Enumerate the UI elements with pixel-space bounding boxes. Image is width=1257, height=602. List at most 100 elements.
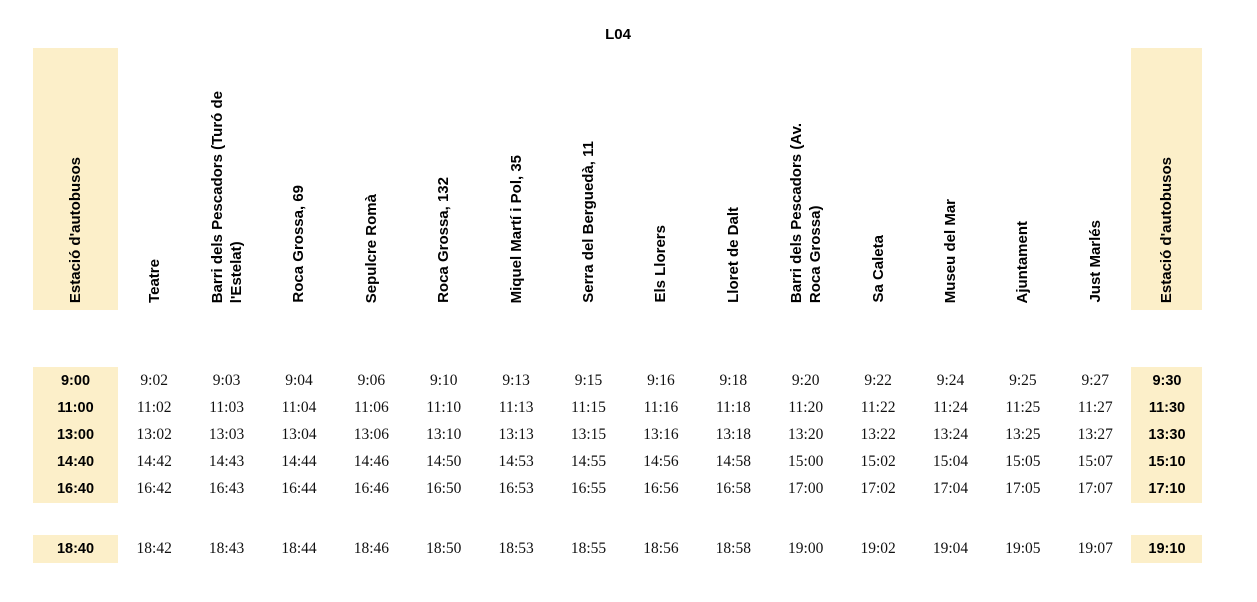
time-cell: 16:44 <box>281 480 317 498</box>
stop-header-label: Roca Grossa, 132 <box>435 177 453 303</box>
late-trip-rows: 18:40 18:42 18:43 18:44 18:46 18:50 18:53 18:55… <box>33 534 1203 563</box>
time-cell: 15:04 <box>932 453 969 471</box>
terminus-time-cell: 16:40 <box>33 475 118 503</box>
stop-header-label: Miquel Martí i Pol, 35 <box>507 154 525 303</box>
time-cell: 11:24 <box>933 398 968 416</box>
trip-row: 9:00 9:02 9:03 9:04 9:06 9:10 9:13 9:15 9:16 9:18… <box>33 367 1203 395</box>
time-cell: 9:06 <box>357 371 386 389</box>
time-cell: 11:22 <box>860 398 896 416</box>
time-cell: 16:42 <box>136 480 172 498</box>
time-cell: 18:56 <box>643 539 679 557</box>
time-cell: 17:04 <box>932 480 969 498</box>
time-cell: 15:02 <box>860 453 896 471</box>
time-cell: 18:46 <box>353 539 390 557</box>
time-cell: 9:16 <box>647 371 675 389</box>
terminus-time-cell: 13:00 <box>33 421 118 449</box>
time-cell: 11:15 <box>571 398 606 416</box>
time-cell: 19:07 <box>1077 539 1113 557</box>
time-cell: 9:22 <box>864 371 892 389</box>
time-cell: 9:25 <box>1009 371 1037 389</box>
time-cell: 16:43 <box>208 480 245 498</box>
time-cell: 9:13 <box>502 371 530 389</box>
stop-header-label: Estació d'autobusos <box>1158 156 1176 303</box>
time-cell: 16:53 <box>498 480 534 498</box>
trip-row: 16:40 16:42 16:43 16:44 16:46 16:50 16:53 16:55… <box>33 475 1203 503</box>
time-cell: 11:18 <box>715 398 751 416</box>
time-cell: 17:00 <box>788 480 824 498</box>
time-cell: 14:58 <box>715 453 751 471</box>
time-cell: 14:44 <box>281 453 317 471</box>
time-cell: 11:20 <box>788 398 824 416</box>
stop-header-14: Just Marlés <box>1059 48 1131 310</box>
time-cell: 9:10 <box>429 371 458 389</box>
stop-header-12: Museu del Mar <box>914 48 986 310</box>
time-cell: 19:00 <box>788 539 824 557</box>
time-cell: 13:24 <box>932 425 969 443</box>
time-cell: 9:03 <box>212 371 241 389</box>
terminus-time-cell: 18:40 <box>33 534 118 563</box>
terminus-time-cell: 15:10 <box>1131 448 1203 476</box>
stop-header-row: Estació d'autobusos Teatre Barri dels Pesc… <box>33 48 1203 310</box>
time-cell: 13:04 <box>281 425 317 443</box>
time-cell: 18:53 <box>498 539 534 557</box>
time-cell: 9:27 <box>1081 371 1110 389</box>
time-cell: 9:02 <box>140 371 168 389</box>
time-cell: 13:20 <box>788 425 824 443</box>
stop-header-0: Estació d'autobusos <box>33 48 118 310</box>
terminus-time-cell: 11:30 <box>1131 394 1203 422</box>
trip-row: 14:40 14:42 14:43 14:44 14:46 14:50 14:53 14:55… <box>33 448 1203 476</box>
stop-header-5: Roca Grossa, 132 <box>408 48 480 310</box>
stop-header-label: Estació d'autobusos <box>67 156 84 303</box>
time-cell: 16:58 <box>715 480 751 498</box>
time-cell: 9:04 <box>285 371 313 389</box>
time-cell: 18:44 <box>281 539 317 557</box>
time-cell: 17:02 <box>860 480 896 498</box>
stop-header-label: Roca Grossa, 69 <box>290 185 308 303</box>
terminus-time-cell: 9:00 <box>33 367 118 395</box>
stop-header-8: Els Llorers <box>625 48 697 310</box>
stop-header-7: Serra del Berguedà, 11 <box>552 48 624 310</box>
terminus-time-cell: 11:00 <box>33 394 118 422</box>
stop-header-label: Barri dels Pescadors (Av. Roca Grossa) <box>787 122 824 303</box>
header-body-gap <box>33 310 1203 367</box>
time-cell: 18:50 <box>426 539 462 557</box>
time-cell: 14:50 <box>426 453 462 471</box>
time-cell: 9:20 <box>791 371 820 389</box>
line-title: L04 <box>605 26 631 43</box>
stop-header-label: Lloret de Dalt <box>724 207 742 303</box>
terminus-time-cell: 13:30 <box>1131 421 1203 449</box>
stop-header-label: Els Llorers <box>652 225 670 303</box>
time-cell: 13:13 <box>498 425 534 443</box>
time-cell: 11:06 <box>354 398 389 416</box>
main-trip-rows: 9:00 9:02 9:03 9:04 9:06 9:10 9:13 9:15 9:16 9:18… <box>33 367 1203 503</box>
trip-group-gap <box>33 503 1203 535</box>
terminus-time-cell: 19:10 <box>1131 534 1203 563</box>
terminus-time-cell: 9:30 <box>1131 367 1203 395</box>
trip-row: 13:00 13:02 13:03 13:04 13:06 13:10 13:13 13:15… <box>33 421 1203 449</box>
time-cell: 13:22 <box>860 425 896 443</box>
time-cell: 15:05 <box>1005 453 1041 471</box>
time-cell: 11:10 <box>426 398 462 416</box>
stop-header-11: Sa Caleta <box>842 48 914 310</box>
time-cell: 13:06 <box>353 425 390 443</box>
time-cell: 11:13 <box>498 398 534 416</box>
time-cell: 9:15 <box>574 371 603 389</box>
time-cell: 15:00 <box>788 453 824 471</box>
stop-header-label: Sa Caleta <box>869 235 887 303</box>
time-cell: 11:02 <box>136 398 172 416</box>
stop-header-1: Teatre <box>118 48 190 310</box>
time-cell: 9:24 <box>936 371 965 389</box>
time-cell: 13:03 <box>208 425 245 443</box>
time-cell: 9:18 <box>719 371 748 389</box>
time-cell: 11:16 <box>643 398 679 416</box>
time-cell: 14:43 <box>208 453 245 471</box>
timetable: Estació d'autobusos Teatre Barri dels Pesc… <box>33 48 1203 563</box>
time-cell: 16:50 <box>426 480 462 498</box>
stop-header-13: Ajuntament <box>987 48 1059 310</box>
time-cell: 13:02 <box>136 425 172 443</box>
time-cell: 11:03 <box>209 398 244 416</box>
time-cell: 11:27 <box>1077 398 1113 416</box>
time-cell: 16:55 <box>570 480 607 498</box>
stop-header-label: Teatre <box>145 259 163 303</box>
terminus-time-cell: 17:10 <box>1131 475 1203 503</box>
